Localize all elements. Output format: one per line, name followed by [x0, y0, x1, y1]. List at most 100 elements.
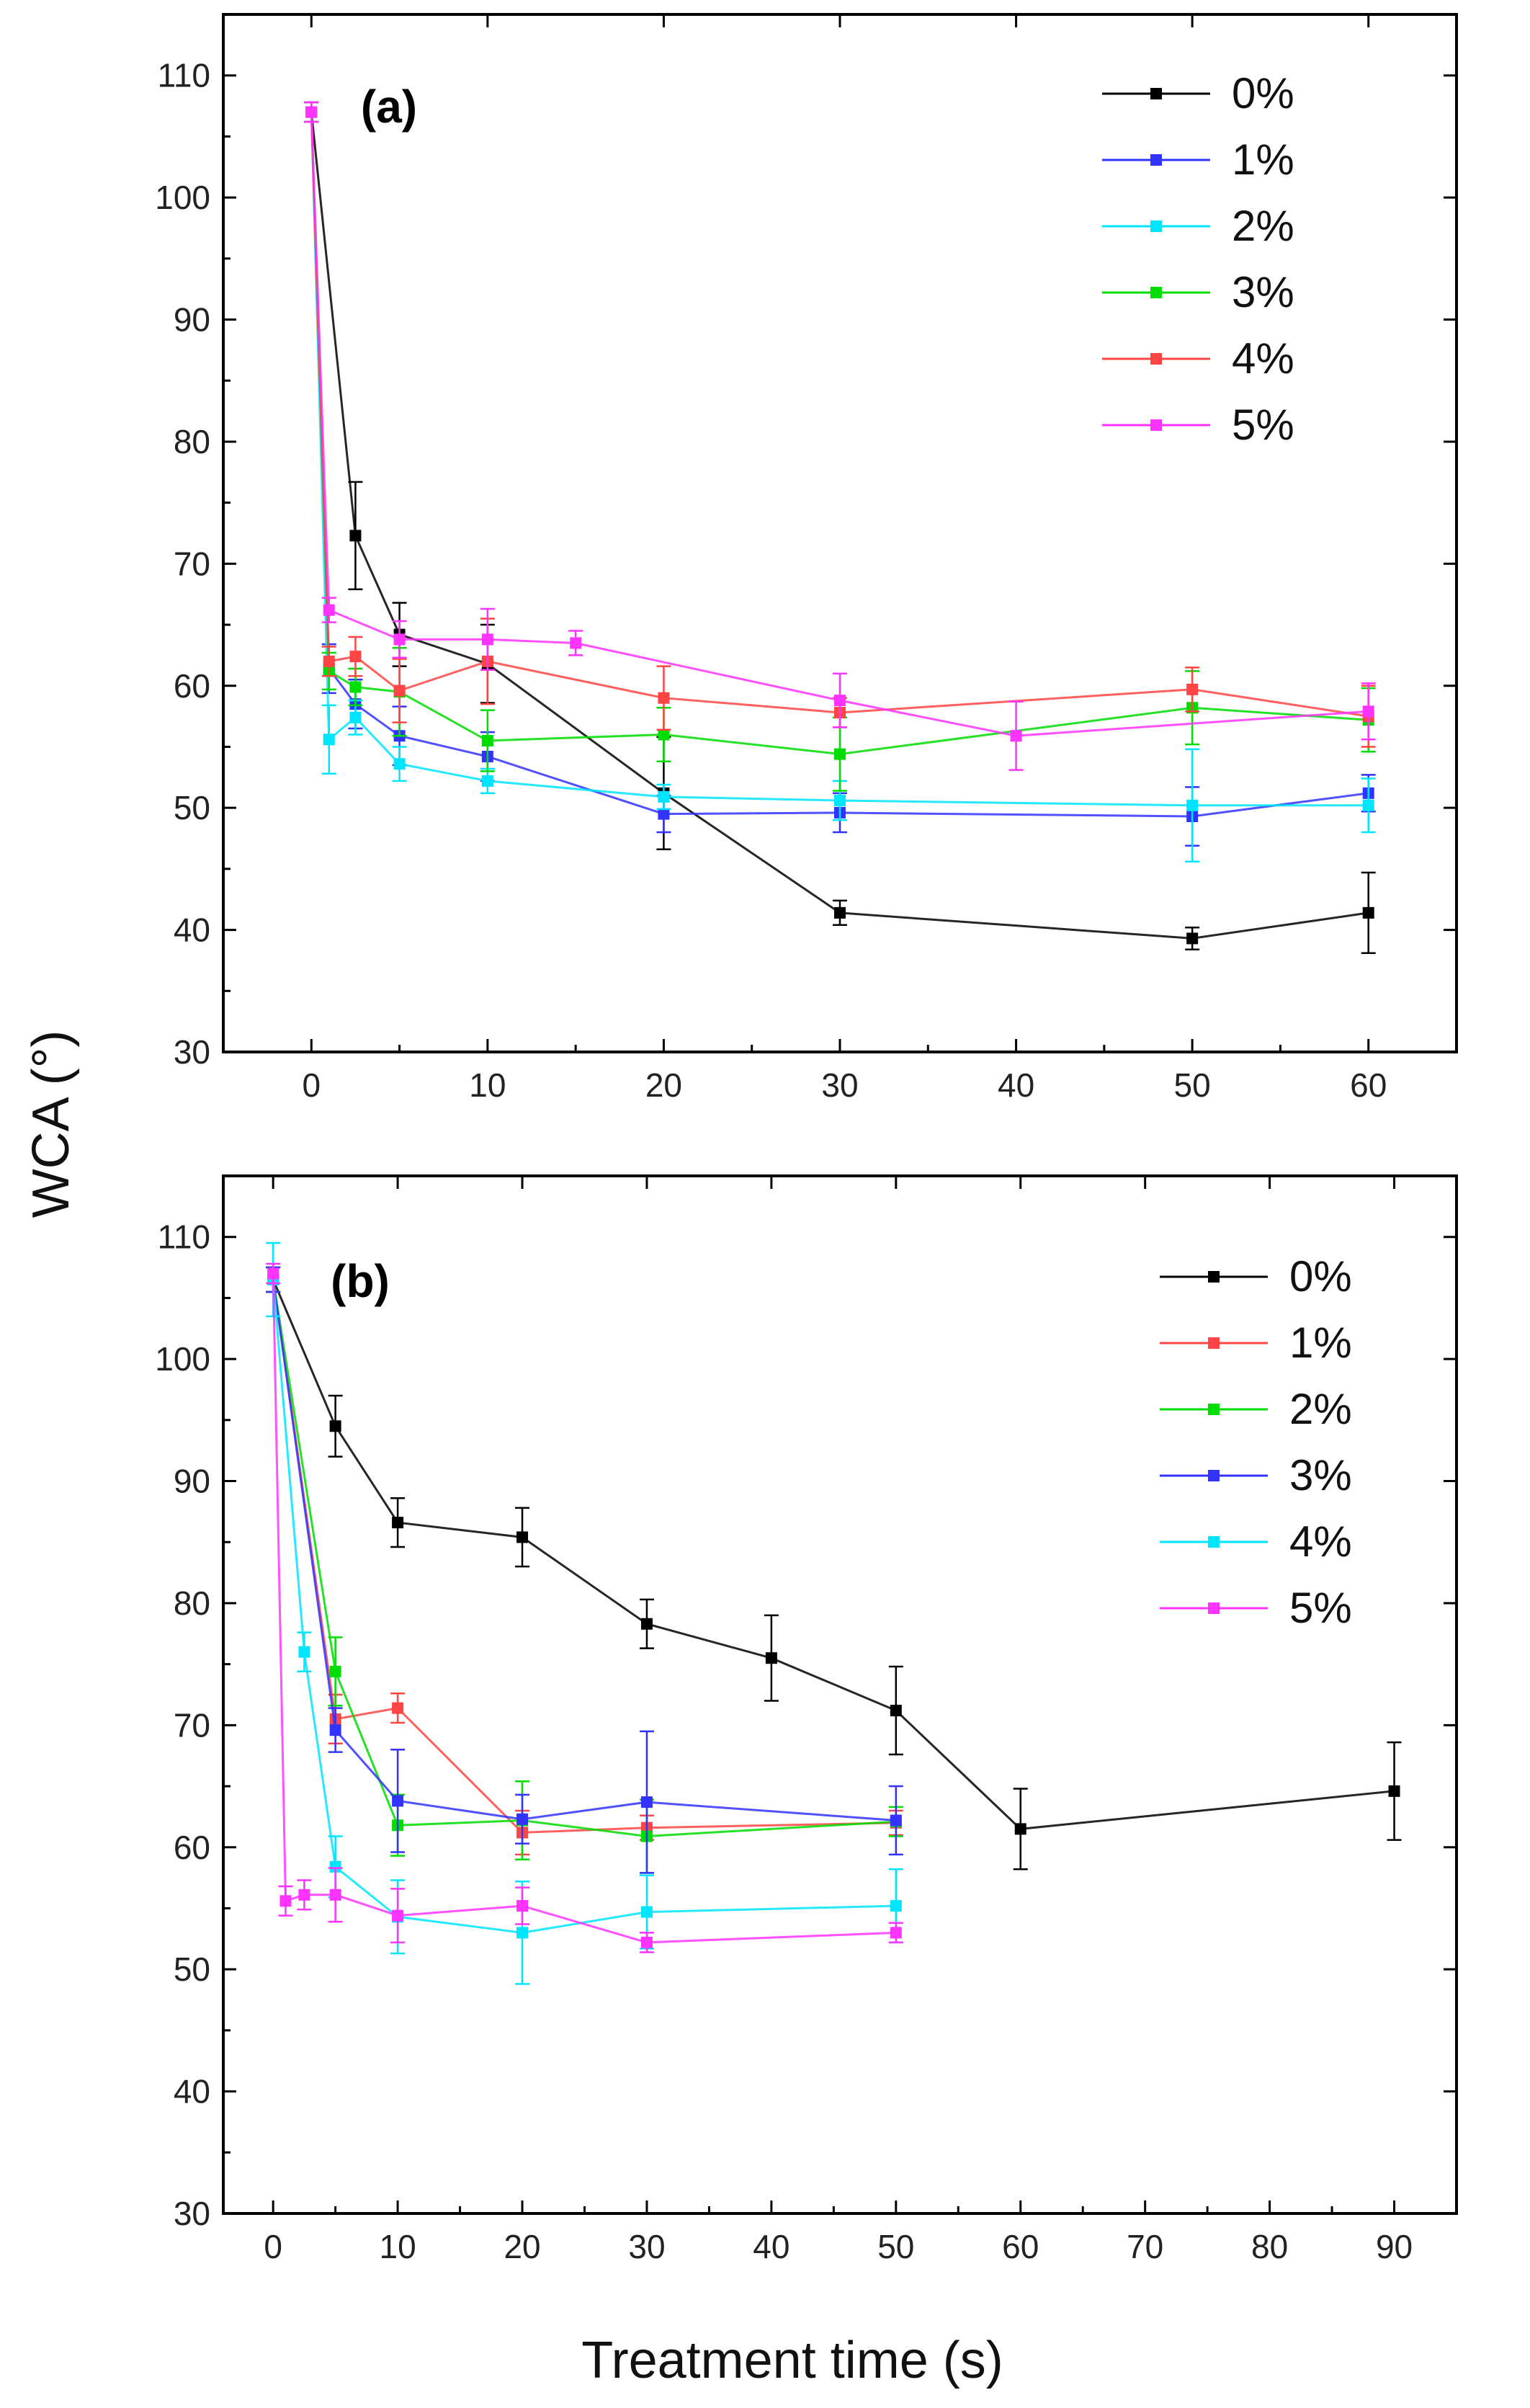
y-tick-label: 50: [174, 1950, 210, 1988]
x-tick-label: 50: [877, 2228, 914, 2265]
data-point: [392, 1702, 404, 1714]
series-line: [272, 1273, 896, 1944]
data-point: [834, 795, 846, 807]
y-tick-label: 30: [174, 2195, 210, 2232]
data-point: [640, 1906, 653, 1918]
legend-marker: [1150, 353, 1162, 365]
data-point: [481, 633, 493, 646]
y-tick-label: 70: [174, 1706, 210, 1744]
series-1pct: [266, 1266, 903, 1856]
y-tick-label: 100: [155, 1340, 210, 1378]
legend-label: 2%: [1232, 202, 1294, 250]
data-point: [1362, 906, 1374, 919]
data-point: [765, 1652, 777, 1664]
legend-label: 4%: [1289, 1517, 1352, 1566]
x-tick-label: 0: [264, 2228, 282, 2265]
data-point: [329, 1724, 341, 1736]
x-tick-label: 10: [380, 2228, 416, 2265]
series-3pct: [266, 1266, 903, 1874]
legend-entry: 5%: [1160, 1584, 1352, 1632]
series-2pct: [304, 101, 1376, 862]
series-line: [272, 1279, 896, 1838]
y-axis-title: WCA (°): [22, 1030, 80, 1218]
data-point: [349, 681, 362, 693]
x-tick-label: 90: [1376, 2228, 1413, 2265]
data-point: [1186, 932, 1199, 945]
legend-entry: 5%: [1102, 401, 1294, 449]
legend-entry: 0%: [1160, 1252, 1352, 1301]
legend-marker: [1208, 1536, 1220, 1548]
legend-label: 5%: [1232, 401, 1294, 449]
panel-label: (b): [331, 1255, 390, 1307]
y-tick-label: 60: [174, 667, 210, 705]
data-point: [516, 1531, 529, 1543]
data-point: [640, 1936, 653, 1948]
legend-marker: [1150, 154, 1162, 166]
legend-marker: [1150, 88, 1162, 99]
legend-marker: [1208, 1337, 1220, 1349]
legend-label: 2%: [1289, 1385, 1352, 1433]
data-point: [298, 1889, 310, 1901]
data-point: [323, 655, 335, 667]
y-tick-label: 40: [174, 911, 210, 949]
y-tick-label: 110: [158, 1218, 210, 1256]
x-tick-label: 30: [628, 2228, 665, 2265]
x-tick-label: 60: [1002, 2228, 1039, 2265]
y-tick-label: 80: [174, 423, 210, 460]
data-point: [834, 695, 846, 707]
chart-panel-b: 30 40 50 60 70 80 90 100 110 0 10 20 30 40 50 60 70 80 90 (…: [155, 1174, 1458, 2265]
data-point: [890, 1927, 902, 1939]
series-5pct: [304, 101, 1376, 771]
legend-label: 0%: [1289, 1252, 1352, 1301]
legend-entry: 1%: [1160, 1319, 1352, 1367]
data-point: [516, 1900, 529, 1912]
y-tick-label: 110: [158, 57, 210, 94]
x-tick-label: 40: [998, 1066, 1034, 1104]
data-point: [329, 1860, 341, 1873]
data-point: [640, 1796, 653, 1809]
x-tick-label: 70: [1127, 2228, 1163, 2265]
legend-entry: 3%: [1160, 1451, 1352, 1499]
legend-marker: [1208, 1271, 1220, 1283]
data-point: [392, 1517, 404, 1529]
series-line: [310, 112, 1369, 718]
data-point: [834, 748, 846, 760]
legend-marker: [1150, 287, 1162, 298]
legend-label: 5%: [1289, 1584, 1352, 1632]
legend-marker: [1208, 1602, 1220, 1614]
data-point: [329, 1420, 341, 1432]
data-point: [658, 790, 670, 803]
data-point: [329, 1665, 341, 1677]
series-line: [310, 112, 1369, 737]
series-4pct: [266, 1241, 903, 1985]
legend-marker: [1208, 1470, 1220, 1481]
series-line: [272, 1279, 896, 1934]
y-tick-label: 40: [174, 2073, 210, 2110]
legend-entry: 1%: [1102, 135, 1294, 184]
series-2pct: [266, 1266, 903, 1874]
panel-label: (a): [361, 81, 417, 133]
data-point: [481, 775, 493, 787]
data-point: [890, 1705, 902, 1717]
series-line: [272, 1279, 896, 1834]
y-tick-label: 50: [174, 789, 210, 826]
legend-entry: 2%: [1160, 1385, 1352, 1433]
data-point: [279, 1895, 292, 1907]
series-5pct: [266, 1262, 903, 1953]
data-point: [1362, 799, 1374, 811]
x-tick-label: 50: [1174, 1066, 1211, 1104]
x-tick-label: 40: [753, 2228, 789, 2265]
data-point: [1186, 683, 1199, 695]
legend-label: 1%: [1232, 135, 1294, 184]
x-tick-label: 80: [1251, 2228, 1288, 2265]
legend-label: 0%: [1232, 69, 1294, 117]
data-point: [267, 1267, 279, 1280]
legend-entry: 4%: [1102, 334, 1294, 383]
data-point: [323, 733, 335, 746]
data-point: [658, 728, 670, 741]
data-point: [305, 106, 318, 118]
data-point: [890, 1900, 902, 1912]
data-point: [640, 1618, 653, 1630]
series-line: [272, 1279, 1395, 1830]
